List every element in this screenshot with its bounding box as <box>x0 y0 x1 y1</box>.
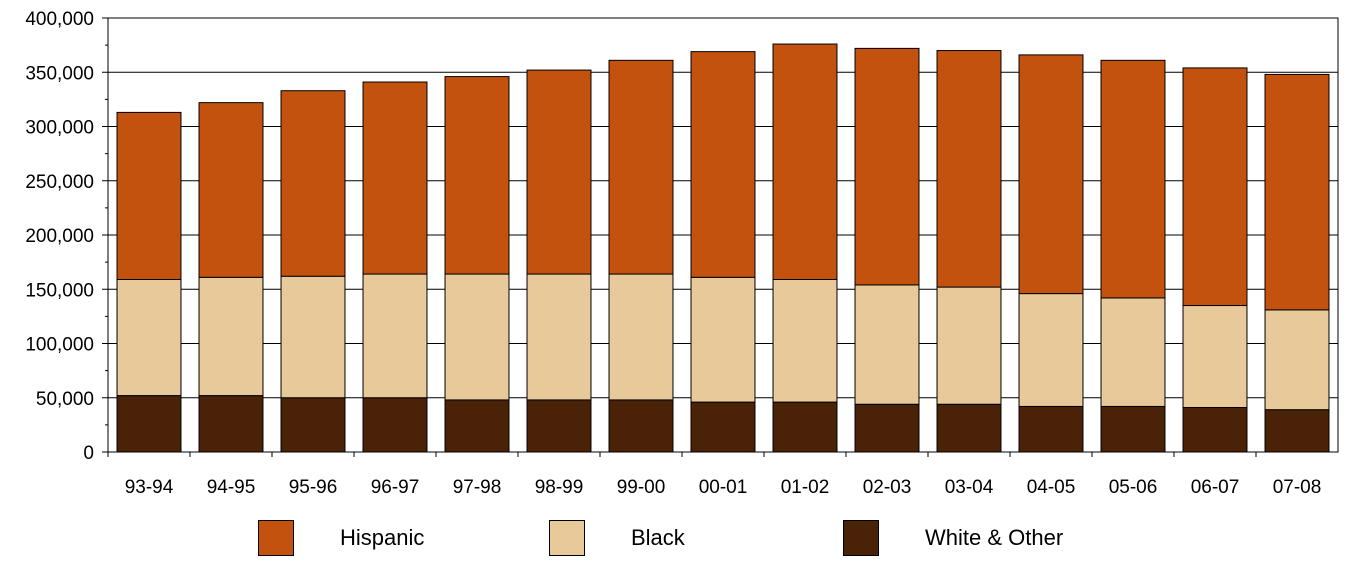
stacked-bar-chart: 0 50,000 100,000 150,000 200,000 250,000 300,0… <box>25 9 1339 498</box>
bar-segment-black <box>690 276 756 403</box>
bar-segment-white-other <box>362 397 428 453</box>
y-tick-label: 150,000 <box>25 280 94 301</box>
bar-segment-black <box>280 275 346 399</box>
legend-label-white-other: White & Other <box>925 525 1064 550</box>
bar-segment-hispanic <box>280 90 346 277</box>
legend-swatch-black <box>549 520 585 556</box>
bar-segment-hispanic <box>772 43 838 280</box>
bar-segment-black <box>1182 305 1248 409</box>
bar-segment-black <box>362 273 428 399</box>
x-tick-label: 01-02 <box>781 477 830 498</box>
bar-segment-black <box>1018 293 1084 407</box>
bar-segment-black <box>936 286 1002 405</box>
x-tick-label: 07-08 <box>1273 477 1322 498</box>
bar-segment-white-other <box>198 395 264 453</box>
x-tick-label: 00-01 <box>699 477 748 498</box>
x-tick-label: 99-00 <box>617 477 666 498</box>
bar-segment-white-other <box>1182 407 1248 453</box>
y-tick-label: 0 <box>83 443 94 464</box>
bar-segment-hispanic <box>1182 67 1248 307</box>
bar-segment-hispanic <box>936 50 1002 288</box>
bar-segment-hispanic <box>1018 54 1084 295</box>
y-tick-label: 300,000 <box>25 118 94 139</box>
bar-segment-white-other <box>116 395 182 453</box>
x-tick-label: 02-03 <box>863 477 912 498</box>
bar-segment-hispanic <box>854 47 920 286</box>
x-tick-label: 97-98 <box>453 477 502 498</box>
legend-item-black: Black <box>549 520 685 556</box>
bar-segment-white-other <box>936 403 1002 453</box>
bar-segment-hispanic <box>198 102 264 278</box>
bar-segment-white-other <box>280 397 346 453</box>
legend-swatch-white-other <box>843 520 879 556</box>
y-tick-label: 350,000 <box>25 63 94 84</box>
bar-segment-black <box>198 276 264 397</box>
bar-segment-black <box>608 273 674 401</box>
y-tick-label: 100,000 <box>25 335 94 356</box>
bar-segment-black <box>444 273 510 401</box>
y-tick-label: 250,000 <box>25 172 94 193</box>
bar-segment-hispanic <box>526 69 592 275</box>
x-tick-label: 98-99 <box>535 477 584 498</box>
bar-segment-white-other <box>854 403 920 453</box>
y-tick-label: 200,000 <box>25 226 94 247</box>
bar-segment-black <box>772 278 838 403</box>
x-tick-label: 06-07 <box>1191 477 1240 498</box>
legend-item-hispanic: Hispanic <box>258 520 424 556</box>
bar-segment-black <box>1264 309 1330 411</box>
bar-segment-hispanic <box>608 59 674 275</box>
bar-segment-white-other <box>772 401 838 453</box>
x-tick-label: 94-95 <box>207 477 256 498</box>
bar-segment-hispanic <box>444 76 510 275</box>
bar-segment-black <box>526 273 592 401</box>
bar-segment-white-other <box>608 399 674 453</box>
y-tick-label: 50,000 <box>36 389 94 410</box>
bar-segment-white-other <box>1018 405 1084 453</box>
x-tick-label: 05-06 <box>1109 477 1158 498</box>
bar-segment-white-other <box>690 401 756 453</box>
x-tick-label: 03-04 <box>945 477 994 498</box>
bar-segment-hispanic <box>362 81 428 275</box>
legend: Hispanic Black White & Other <box>0 520 1346 560</box>
bar-segment-white-other <box>1100 405 1166 453</box>
x-tick-label: 93-94 <box>125 477 174 498</box>
bar-segment-black <box>1100 297 1166 407</box>
bar-segment-hispanic <box>116 111 182 280</box>
bar-segment-hispanic <box>1100 59 1166 299</box>
bar-segment-white-other <box>444 399 510 453</box>
bar-segment-hispanic <box>1264 73 1330 311</box>
legend-label-black: Black <box>631 525 685 550</box>
bar-segment-hispanic <box>690 51 756 278</box>
legend-swatch-hispanic <box>258 520 294 556</box>
x-tick-label: 96-97 <box>371 477 420 498</box>
bar-segment-black <box>854 284 920 405</box>
bar-segment-white-other <box>526 399 592 453</box>
x-tick-label: 04-05 <box>1027 477 1076 498</box>
legend-item-white-other: White & Other <box>843 520 1063 556</box>
bar-segment-black <box>116 278 182 397</box>
x-tick-label: 95-96 <box>289 477 338 498</box>
y-tick-label: 400,000 <box>25 9 94 30</box>
bar-segment-white-other <box>1264 409 1330 453</box>
legend-label-hispanic: Hispanic <box>340 525 425 550</box>
